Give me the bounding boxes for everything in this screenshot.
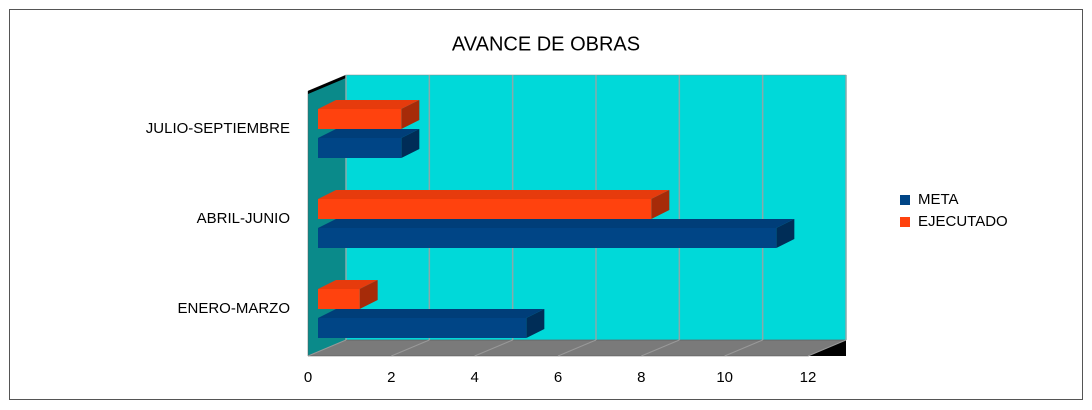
bar-face <box>401 100 420 129</box>
bar-face <box>526 309 545 338</box>
bar <box>318 190 670 219</box>
bar-face <box>359 280 378 309</box>
floor-tick <box>307 339 347 357</box>
bar <box>318 280 378 309</box>
legend-label: META <box>918 191 959 208</box>
x-tick-label: 12 <box>800 369 817 386</box>
y-tick-label: ABRIL-JUNIO <box>197 210 290 227</box>
bar-face <box>318 228 777 248</box>
x-tick-label: 6 <box>554 369 562 386</box>
legend-swatch <box>900 195 910 205</box>
bar-face <box>318 280 378 289</box>
bar-face <box>318 289 360 309</box>
x-tick-label: 0 <box>304 369 312 386</box>
bar <box>318 129 420 158</box>
floor-tick <box>391 339 430 357</box>
bar-face <box>318 138 402 158</box>
y-tick-label: JULIO-SEPTIEMBRE <box>146 120 290 137</box>
floor-tick <box>641 339 680 357</box>
x-tick-label: 10 <box>716 369 733 386</box>
bar <box>318 309 545 338</box>
bar-face <box>318 309 545 318</box>
bar-face <box>318 129 420 138</box>
side-wall-top <box>308 75 346 94</box>
bar <box>318 100 420 129</box>
bar-face <box>318 199 652 219</box>
bar-face <box>318 109 402 129</box>
bar-face <box>318 219 795 228</box>
x-tick-label: 8 <box>637 369 645 386</box>
bar-face <box>318 318 527 338</box>
x-tick-label: 4 <box>470 369 478 386</box>
bar-face <box>401 129 420 158</box>
bar-face <box>318 100 420 109</box>
y-tick-label: ENERO-MARZO <box>178 300 291 317</box>
floor-tick <box>807 339 847 357</box>
legend-swatch <box>900 217 910 227</box>
bar-face <box>318 190 670 199</box>
floor-tick <box>474 339 513 357</box>
bar-face <box>651 190 670 219</box>
bar-face <box>776 219 795 248</box>
bar <box>318 219 795 248</box>
chart-title: AVANCE DE OBRAS <box>452 33 640 55</box>
legend-label: EJECUTADO <box>918 213 1008 230</box>
floor-tick <box>557 339 597 357</box>
floor-tick <box>724 339 763 357</box>
x-tick-label: 2 <box>387 369 395 386</box>
